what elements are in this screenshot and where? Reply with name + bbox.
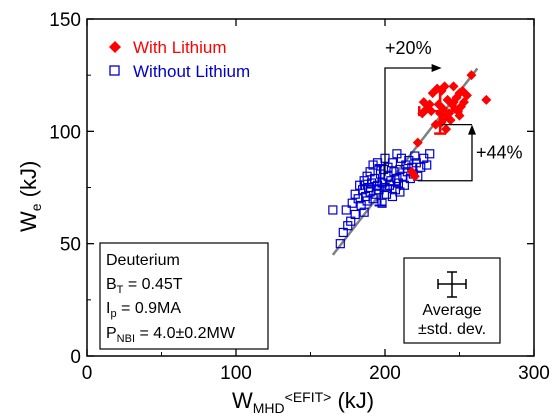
point-without-lithium xyxy=(399,180,409,190)
point-without-lithium xyxy=(350,209,360,220)
y-tick-label: 150 xyxy=(49,10,81,31)
x-tick-label: 100 xyxy=(220,363,252,384)
point-with-lithium xyxy=(445,115,456,126)
average-errorbars xyxy=(360,87,463,207)
point-with-lithium xyxy=(466,70,477,81)
y-tick-label: 50 xyxy=(60,235,81,256)
bracket-44-arrowhead xyxy=(468,124,476,135)
x-axis-label: WMHD<EFIT> (kJ) xyxy=(232,388,374,416)
annotation-44-percent: +44% xyxy=(476,143,523,163)
point-without-lithium xyxy=(416,162,426,172)
x-tick-label: 0 xyxy=(82,363,93,384)
point-without-lithium xyxy=(359,207,369,217)
point-without-lithium xyxy=(362,196,372,206)
series-without-lithium xyxy=(328,149,435,249)
std-dev-label: ±std. dev. xyxy=(418,321,486,338)
point-with-lithium xyxy=(439,81,450,92)
average-label: Average xyxy=(422,302,481,319)
series-with-lithium xyxy=(406,70,492,182)
info-ip: Ip = 0.9MA xyxy=(106,300,181,320)
bracket-20-arrowhead xyxy=(431,64,442,72)
legend-label-without-lithium: Without Lithium xyxy=(133,62,250,81)
y-axis-ticks: 0 50 100 150 xyxy=(49,10,534,368)
point-without-lithium xyxy=(422,160,432,170)
point-without-lithium xyxy=(365,187,375,197)
legend-marker-with-lithium xyxy=(109,41,121,53)
info-bt: BT = 0.45T xyxy=(106,276,183,296)
x-axis-ticks: 0 100 200 300 xyxy=(82,19,550,384)
point-with-lithium xyxy=(438,103,449,114)
point-with-lithium xyxy=(426,106,437,117)
point-with-lithium xyxy=(441,124,452,135)
point-with-lithium xyxy=(454,110,465,121)
bracket-44-line xyxy=(417,132,473,182)
y-tick-label: 100 xyxy=(49,122,81,143)
legend: With Lithium Without Lithium xyxy=(109,38,250,81)
bracket-20-line xyxy=(384,67,434,177)
info-pnbi: PNBI = 4.0±0.2MW xyxy=(106,325,236,345)
point-with-lithium xyxy=(461,90,472,101)
annotation-20-percent: +20% xyxy=(385,38,432,58)
point-with-lithium xyxy=(409,171,420,182)
point-without-lithium xyxy=(335,239,345,249)
point-without-lithium xyxy=(377,198,387,208)
y-tick-label: 0 xyxy=(70,347,81,368)
point-without-lithium xyxy=(328,205,338,215)
point-without-lithium xyxy=(389,167,399,177)
legend-marker-without-lithium xyxy=(109,65,120,76)
point-with-lithium xyxy=(424,99,435,110)
y-axis-label: We (kJ) xyxy=(16,161,44,232)
point-without-lithium xyxy=(381,189,392,199)
point-without-lithium xyxy=(387,158,398,168)
point-without-lithium xyxy=(425,149,435,159)
x-tick-label: 200 xyxy=(369,363,401,384)
point-without-lithium xyxy=(410,151,420,161)
point-with-lithium xyxy=(481,94,492,105)
info-deuterium: Deuterium xyxy=(106,252,180,269)
point-with-lithium xyxy=(448,81,459,92)
x-tick-label: 300 xyxy=(518,363,550,384)
info-box: Deuterium BT = 0.45T Ip = 0.9MA PNBI = 4… xyxy=(99,242,269,350)
point-with-lithium xyxy=(444,108,455,119)
point-without-lithium xyxy=(341,205,351,215)
point-with-lithium xyxy=(412,137,423,148)
annotations: +20% +44% xyxy=(384,38,523,182)
legend-label-with-lithium: With Lithium xyxy=(133,38,227,57)
average-legend-box: Average ±std. dev. xyxy=(403,257,501,344)
